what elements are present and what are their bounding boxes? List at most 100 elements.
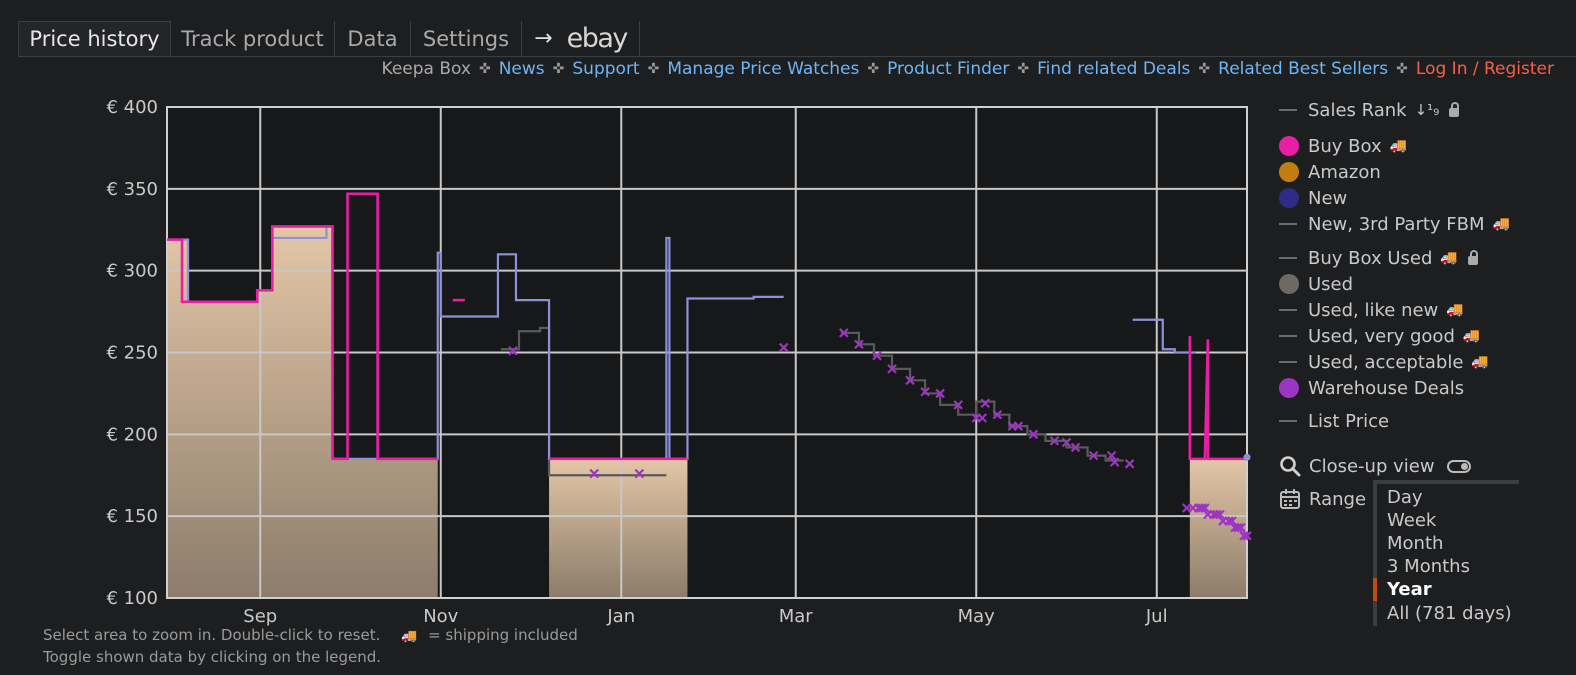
- legend-label: Amazon: [1308, 161, 1381, 183]
- sort-icon: ↓¹₉: [1414, 101, 1440, 119]
- footer-hint-legend: Toggle shown data by clicking on the leg…: [43, 648, 382, 666]
- link-product-finder[interactable]: Product Finder: [887, 59, 1010, 79]
- warehouse-deal-point: [1109, 457, 1120, 467]
- legend-line-icon: [1279, 309, 1297, 311]
- range-option-all[interactable]: All (781 days): [1387, 603, 1512, 624]
- warehouse-deal-point: [905, 375, 915, 386]
- truck-icon: 🚚: [401, 629, 418, 644]
- tab-data[interactable]: Data: [335, 21, 411, 56]
- x-tick-label: May: [958, 606, 996, 627]
- separator-icon: ✜: [552, 61, 565, 77]
- legend-line-icon: [1279, 335, 1297, 337]
- y-tick-label: € 400: [106, 97, 158, 118]
- legend-label: Used, very good: [1308, 325, 1455, 347]
- legend-buy-box-used[interactable]: Buy Box Used 🚚: [1279, 246, 1478, 270]
- legend-label: Used, acceptable: [1308, 351, 1464, 373]
- warehouse-deal-point: [1070, 442, 1081, 453]
- truck-icon: 🚚: [1462, 328, 1481, 344]
- legend-label: Sales Rank: [1308, 99, 1407, 121]
- legend-new[interactable]: New: [1279, 186, 1347, 210]
- legend-sales-rank[interactable]: Sales Rank ↓¹₉: [1279, 98, 1460, 122]
- separator-icon: ✜: [1396, 61, 1408, 77]
- x-tick-label: Nov: [423, 606, 458, 627]
- closeup-view[interactable]: Close-up view: [1279, 453, 1471, 479]
- link-find-related-deals[interactable]: Find related Deals: [1037, 59, 1191, 79]
- legend-dot-icon: [1279, 378, 1299, 398]
- warehouse-deal-point: [1049, 436, 1060, 446]
- link-manage-price-watches[interactable]: Manage Price Watches: [667, 59, 860, 79]
- link-news[interactable]: News: [498, 59, 545, 79]
- legend-label: Used, like new: [1308, 299, 1439, 321]
- legend-label: List Price: [1308, 410, 1390, 432]
- tab-settings[interactable]: Settings: [411, 21, 522, 56]
- tab-track-product[interactable]: Track product: [171, 21, 335, 56]
- range-selected-marker: [1373, 578, 1377, 601]
- legend-label: Warehouse Deals: [1308, 377, 1465, 399]
- truck-icon: 🚚: [1446, 302, 1464, 318]
- price-history-chart[interactable]: € 100 € 150 € 200 € 250 € 300 € 350 € 400 Sep No…: [0, 90, 1270, 630]
- arrow-icon: →: [534, 26, 553, 51]
- separator-icon: ✜: [647, 61, 660, 77]
- warehouse-deal-point: [992, 409, 1003, 420]
- separator-icon: ✜: [1017, 61, 1030, 77]
- closeup-toggle[interactable]: [1446, 459, 1471, 473]
- tab-ebay[interactable]: → ebay: [522, 21, 640, 56]
- truck-icon: 🚚: [1440, 250, 1458, 266]
- link-related-best-sellers[interactable]: Related Best Sellers: [1218, 59, 1389, 79]
- warehouse-deal-point: [953, 400, 963, 410]
- separator-icon: ✜: [1198, 61, 1211, 77]
- legend-buy-box[interactable]: Buy Box 🚚: [1279, 134, 1407, 158]
- legend-used[interactable]: Used: [1279, 272, 1353, 296]
- y-tick-label: € 350: [106, 179, 158, 200]
- warehouse-deal-point: [634, 468, 645, 479]
- link-support[interactable]: Support: [572, 59, 640, 79]
- warehouse-deal-point: [977, 413, 988, 423]
- range-option-year[interactable]: Year: [1387, 579, 1432, 600]
- y-tick-label: € 150: [106, 506, 158, 527]
- tab-price-history[interactable]: Price history: [18, 21, 171, 56]
- legend-dot-icon: [1279, 274, 1299, 294]
- buy-box-area: [167, 226, 438, 598]
- warehouse-deal-point: [1061, 437, 1072, 448]
- legend-warehouse-deals[interactable]: Warehouse Deals: [1279, 376, 1464, 400]
- range-option-3-months[interactable]: 3 Months: [1387, 556, 1470, 577]
- x-tick-label: Sep: [243, 606, 277, 627]
- warehouse-deal-point: [1239, 531, 1249, 541]
- x-tick-label: Jul: [1145, 606, 1168, 627]
- legend-used-acceptable[interactable]: Used, acceptable 🚚: [1279, 350, 1489, 374]
- footer-hint-zoom: Select area to zoom in. Double-click to …: [43, 626, 578, 644]
- link-login-register[interactable]: Log In / Register: [1415, 59, 1554, 79]
- range-option-week[interactable]: Week: [1387, 510, 1437, 531]
- buy-box-area: [549, 458, 688, 598]
- range-option-day[interactable]: Day: [1387, 487, 1423, 508]
- warehouse-deal-point: [1088, 450, 1099, 461]
- y-tick-label: € 100: [106, 588, 158, 609]
- series-line-buy-box: [167, 192, 438, 461]
- legend-used-like-new[interactable]: Used, like new 🚚: [1279, 298, 1464, 322]
- used-point: [1243, 453, 1251, 461]
- range-option-month[interactable]: Month: [1387, 533, 1444, 554]
- warehouse-deal-point: [980, 398, 991, 409]
- warehouse-deal-point: [1242, 531, 1252, 541]
- legend-new-3rd-party-fbm[interactable]: New, 3rd Party FBM 🚚: [1279, 212, 1510, 236]
- range-selector: Day Week Month 3 Months Year All (781 da…: [1373, 480, 1519, 626]
- calendar-icon: [1280, 489, 1300, 509]
- warehouse-deal-point: [1200, 503, 1210, 513]
- y-tick-label: € 300: [106, 261, 158, 282]
- link-keepa-box[interactable]: Keepa Box: [381, 59, 471, 79]
- legend-used-very-good[interactable]: Used, very good 🚚: [1279, 324, 1480, 348]
- separator-icon: ✜: [867, 61, 880, 77]
- closeup-label: Close-up view: [1309, 455, 1435, 477]
- legend-amazon[interactable]: Amazon: [1279, 160, 1381, 184]
- shipping-hint: = shipping included: [428, 626, 578, 644]
- warehouse-deal-point: [854, 339, 864, 350]
- legend-label: Used: [1308, 273, 1354, 295]
- lock-icon: [1467, 249, 1478, 265]
- warehouse-deal-point: [872, 350, 882, 361]
- top-links: Keepa Box ✜ News ✜ Support ✜ Manage Pric…: [382, 58, 1554, 80]
- warehouse-deal-point: [508, 346, 518, 356]
- series-line-used: [840, 331, 1124, 462]
- ebay-logo: ebay: [566, 23, 629, 54]
- buy-box-area: [1189, 458, 1247, 598]
- legend-list-price[interactable]: List Price: [1279, 409, 1389, 433]
